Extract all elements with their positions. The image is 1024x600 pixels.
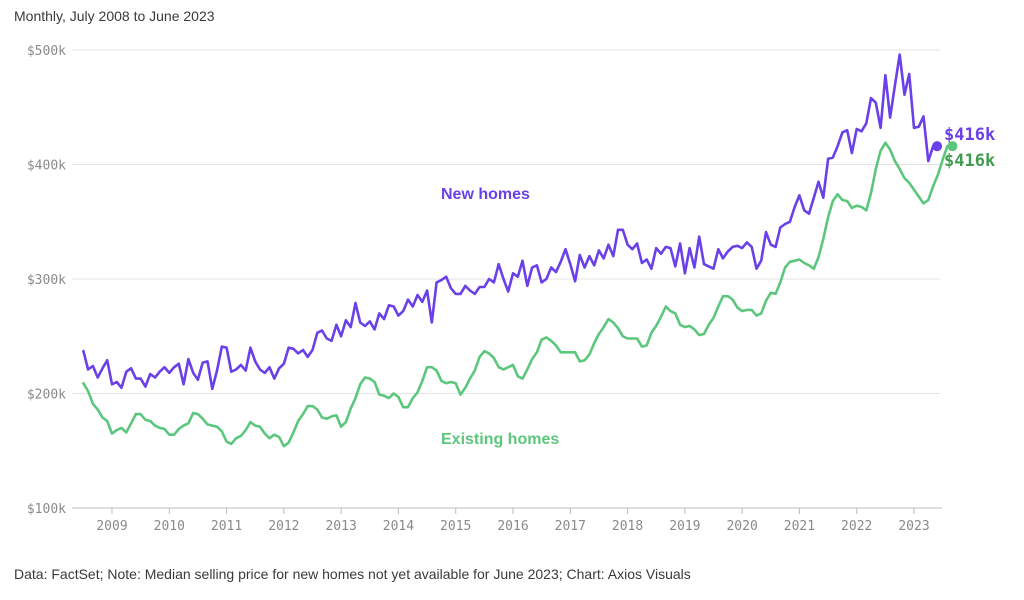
- x-tick-label: 2018: [612, 519, 643, 534]
- grid-layer: [72, 49, 940, 394]
- y-tick-label: $400k: [27, 159, 66, 174]
- end-label-existing-homes: $416k: [944, 151, 995, 171]
- x-tick-label: 2015: [440, 519, 471, 534]
- x-tick-label: 2017: [555, 519, 586, 534]
- x-tick-label: 2023: [898, 519, 929, 534]
- x-tick-label: 2011: [211, 519, 242, 534]
- x-tick-label: 2012: [268, 519, 299, 534]
- x-tick-label: 2014: [383, 519, 414, 534]
- x-tick-label: 2013: [325, 519, 356, 534]
- y-tick-label: $500k: [27, 44, 66, 59]
- y-axis: $100k $200k $300k $400k $500k: [27, 44, 66, 517]
- x-tick-label: 2020: [726, 519, 757, 534]
- y-tick-label: $100k: [27, 502, 66, 517]
- series-label-new-homes: New homes: [441, 186, 530, 203]
- x-tick-label: 2016: [497, 519, 528, 534]
- chart-subtitle: Monthly, July 2008 to June 2023: [14, 8, 215, 24]
- end-dot-new-homes: [932, 141, 943, 152]
- end-label-new-homes: $416k: [944, 125, 995, 145]
- y-tick-label: $300k: [27, 273, 66, 288]
- x-tick-label: 2022: [841, 519, 872, 534]
- x-tick-label: 2021: [784, 519, 815, 534]
- x-axis: 2009 2010 2011 2012 2013 2014 2015 2016 2017 2018…: [96, 508, 930, 534]
- end-dot-existing-homes: [947, 141, 958, 152]
- series-label-existing-homes: Existing homes: [441, 431, 559, 448]
- x-tick-label: 2019: [669, 519, 700, 534]
- series-layer: [82, 53, 958, 448]
- x-tick-label: 2010: [154, 519, 185, 534]
- x-tick-label: 2009: [96, 519, 127, 534]
- series-line-existing-homes: [82, 141, 949, 448]
- y-tick-label: $200k: [27, 388, 66, 403]
- series-line-new-homes: [82, 53, 935, 391]
- chart-source-note: Data: FactSet; Note: Median selling pric…: [14, 566, 691, 582]
